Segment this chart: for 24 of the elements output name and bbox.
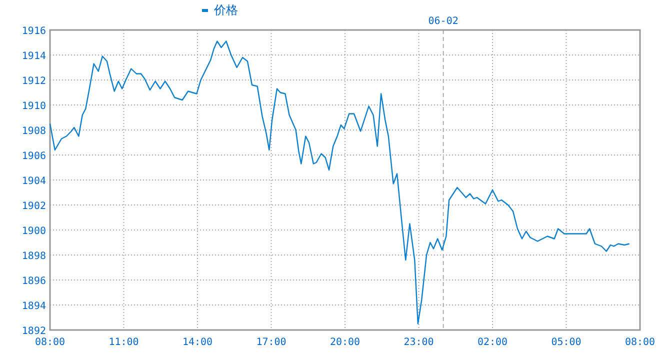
y-tick-label: 1902 (22, 201, 46, 212)
y-tick-label: 1904 (22, 176, 46, 187)
x-tick-label: 08:00 (624, 337, 656, 348)
y-tick-label: 1892 (22, 326, 46, 337)
x-tick-label: 14:00 (182, 337, 213, 348)
y-tick-label: 1916 (22, 26, 46, 37)
x-tick-label: 23:00 (404, 337, 434, 348)
y-tick-label: 1908 (22, 126, 46, 137)
y-tick-label: 1896 (22, 276, 46, 287)
y-tick-label: 1906 (22, 151, 46, 162)
x-tick-label: 20:00 (330, 337, 360, 348)
y-tick-label: 1912 (22, 76, 46, 87)
y-tick-label: 1914 (22, 51, 46, 62)
x-tick-label: 08:00 (34, 337, 66, 348)
legend-label: 价格 (213, 3, 238, 17)
x-tick-label: 02:00 (477, 337, 508, 348)
x-tick-label: 17:00 (256, 337, 286, 348)
y-tick-label: 1910 (22, 101, 46, 112)
y-tick-label: 1898 (22, 251, 46, 262)
y-tick-label: 1900 (22, 226, 46, 237)
x-tick-label: 05:00 (551, 337, 582, 348)
y-tick-label: 1894 (22, 301, 46, 312)
ref-line-label: 06-02 (428, 16, 458, 27)
x-tick-label: 11:00 (108, 337, 139, 348)
